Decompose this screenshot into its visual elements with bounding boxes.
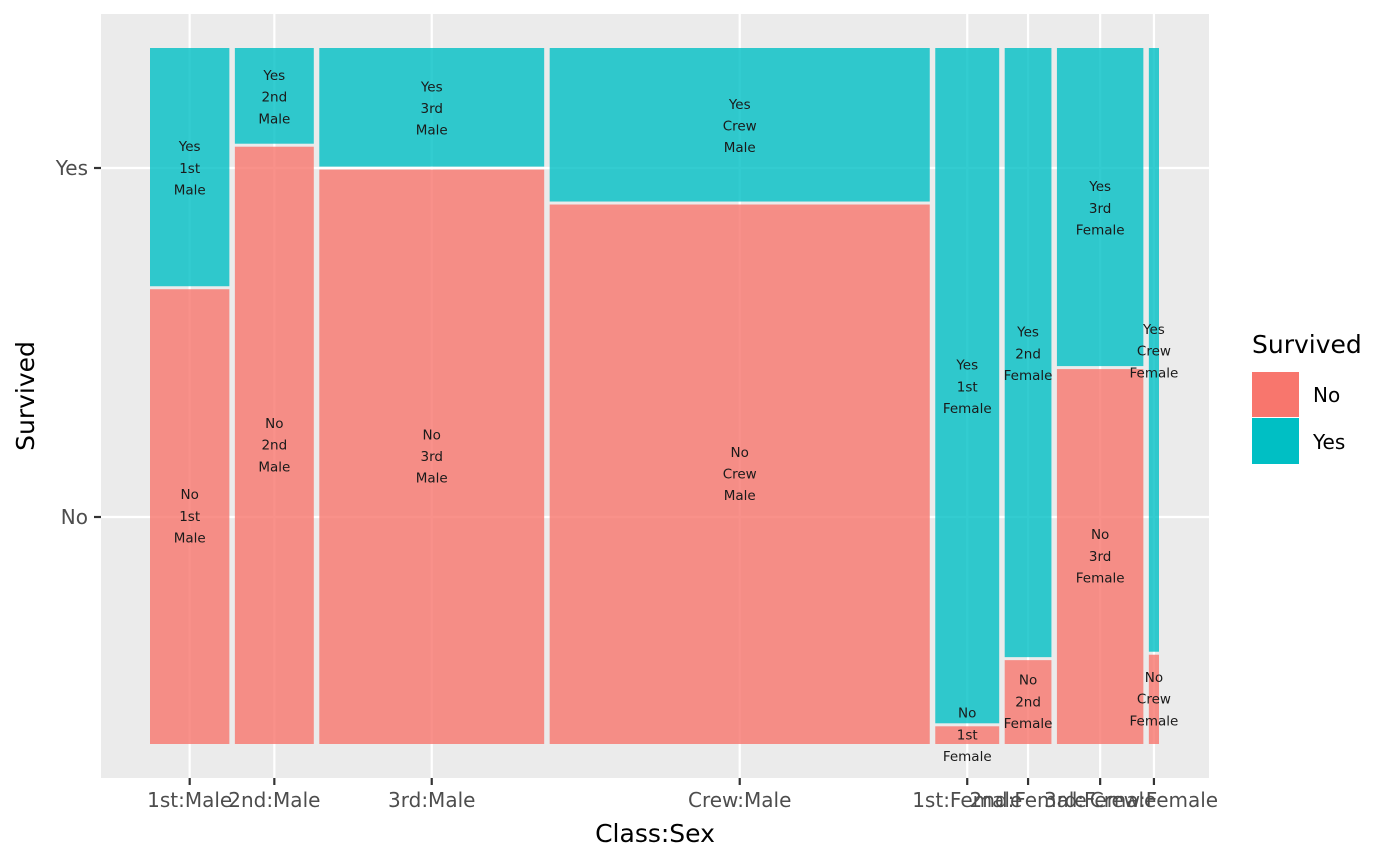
legend-key-no — [1252, 372, 1299, 417]
tile-label-no-3rd-male-line3: Male — [416, 471, 448, 487]
tile-label-yes-2nd-female-line3: Female — [1004, 368, 1053, 384]
tile-label-no-3rd-male-line1: No — [423, 427, 441, 443]
tile-labels: Yes 1st Male No 1st Male Yes 2nd Male No 2nd Male Ye… — [174, 68, 1179, 765]
tile-label-no-1st-male-line1: No — [181, 487, 199, 503]
tile-label-yes-crew-female-line2: Crew — [1137, 344, 1171, 360]
tile-no-crew-male — [549, 204, 930, 745]
tile-label-yes-3rd-female-line2: 3rd — [1089, 201, 1111, 217]
x-tick-label: 1st:Male — [147, 788, 232, 812]
tile-yes-1st-female — [935, 48, 1000, 724]
legend-key-yes — [1252, 418, 1299, 464]
tile-label-no-crew-male-line1: No — [731, 445, 749, 461]
legend-title: Survived — [1252, 330, 1362, 359]
x-tick-label: 3rd:Male — [388, 788, 475, 812]
tile-no-2nd-female — [1004, 660, 1052, 744]
tile-label-yes-2nd-male-line3: Male — [258, 111, 290, 127]
tile-label-no-1st-male-line3: Male — [174, 531, 206, 547]
tile-label-no-2nd-male-line3: Male — [258, 459, 290, 475]
tile-label-no-crew-female-line3: Female — [1130, 713, 1179, 729]
tile-label-no-3rd-female-line2: 3rd — [1089, 549, 1111, 565]
tile-label-yes-1st-male-line2: 1st — [179, 161, 200, 177]
tile-label-no-2nd-male-line2: 2nd — [261, 438, 287, 454]
tile-yes-2nd-male — [234, 48, 314, 144]
tile-yes-3rd-female — [1056, 48, 1144, 367]
tile-label-no-1st-female-line1: No — [958, 706, 976, 722]
tile-label-no-1st-male-line2: 1st — [179, 509, 200, 525]
tile-label-yes-2nd-male-line1: Yes — [262, 68, 285, 84]
tile-label-yes-3rd-male-line2: 3rd — [420, 101, 442, 117]
tile-label-no-1st-female-line3: Female — [943, 749, 992, 765]
tile-label-no-2nd-male-line1: No — [265, 416, 283, 432]
tile-label-no-3rd-male-line2: 3rd — [420, 449, 442, 465]
tile-no-3rd-female — [1056, 369, 1144, 744]
tile-label-no-2nd-female-line2: 2nd — [1015, 694, 1041, 710]
tile-label-no-3rd-female-line3: Female — [1076, 570, 1125, 586]
tile-label-no-2nd-female-line3: Female — [1004, 716, 1053, 732]
tile-label-yes-2nd-male-line2: 2nd — [261, 90, 287, 106]
tile-label-no-1st-female-line2: 1st — [957, 727, 978, 743]
x-tick-label: 1st:Female — [912, 788, 1022, 812]
tile-label-yes-crew-male-line1: Yes — [728, 97, 751, 113]
tile-label-no-crew-male-line3: Male — [724, 488, 756, 504]
x-tick-label: 2nd:Male — [228, 788, 320, 812]
tile-label-yes-crew-male-line3: Male — [724, 140, 756, 156]
tile-label-yes-1st-female-line3: Female — [943, 401, 992, 417]
tile-yes-crew-male — [549, 48, 930, 202]
mosaic-tiles — [150, 48, 1159, 745]
tile-label-no-2nd-female-line1: No — [1019, 673, 1037, 689]
tile-label-yes-1st-female-line2: 1st — [957, 379, 978, 395]
tile-no-crew-female — [1148, 654, 1159, 744]
x-axis-title: Class:Sex — [595, 819, 715, 848]
y-axis-title: Survived — [11, 341, 40, 451]
tile-label-no-crew-female-line1: No — [1145, 670, 1163, 686]
tile-label-no-3rd-female-line1: No — [1091, 527, 1109, 543]
tile-no-1st-male — [150, 289, 230, 744]
tile-yes-3rd-male — [319, 48, 545, 167]
x-tick-label: Crew:Male — [688, 788, 791, 812]
x-tick-label: 3rd:Female — [1044, 788, 1156, 812]
tile-label-yes-2nd-female-line2: 2nd — [1015, 346, 1041, 362]
tile-yes-crew-female — [1148, 48, 1159, 652]
tile-no-2nd-male — [234, 146, 314, 744]
y-tick-label: Yes — [55, 156, 88, 180]
tile-yes-2nd-female — [1004, 48, 1052, 658]
tile-label-yes-1st-male-line3: Male — [174, 183, 206, 199]
tile-no-3rd-male — [319, 169, 545, 744]
legend: Survived No Yes — [1252, 330, 1362, 464]
tile-label-yes-3rd-female-line3: Female — [1076, 222, 1125, 238]
x-tick-label: 2nd:Female — [969, 788, 1086, 812]
tile-label-yes-3rd-male-line3: Male — [416, 123, 448, 139]
tile-no-1st-female — [935, 726, 1000, 744]
tile-yes-1st-male — [150, 48, 230, 287]
tile-label-yes-1st-female-line1: Yes — [955, 358, 978, 374]
x-tick-label: Crew:Female — [1090, 788, 1218, 812]
y-tick-label: No — [61, 505, 88, 529]
tile-label-yes-crew-female-line1: Yes — [1142, 322, 1165, 338]
tile-label-yes-crew-male-line2: Crew — [723, 119, 757, 135]
tile-label-no-crew-male-line2: Crew — [723, 467, 757, 483]
tile-label-yes-2nd-female-line1: Yes — [1016, 325, 1039, 341]
tile-label-yes-3rd-male-line1: Yes — [420, 79, 443, 95]
legend-label-yes: Yes — [1312, 430, 1345, 454]
legend-label-no: No — [1313, 383, 1340, 407]
tile-label-yes-3rd-female-line1: Yes — [1088, 179, 1111, 195]
tile-label-yes-1st-male-line1: Yes — [178, 139, 201, 155]
tile-label-yes-crew-female-line3: Female — [1130, 365, 1179, 381]
tile-label-no-crew-female-line2: Crew — [1137, 692, 1171, 708]
